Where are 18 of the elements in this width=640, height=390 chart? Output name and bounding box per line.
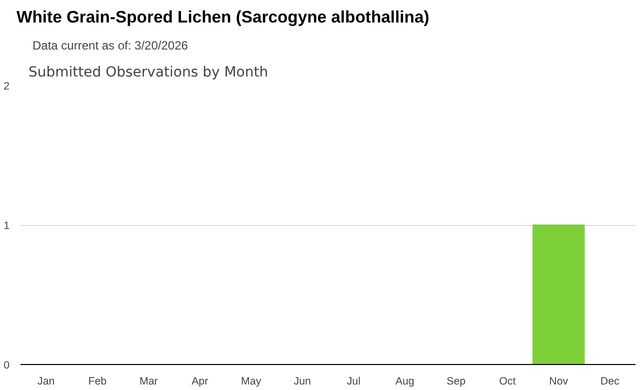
chart-subtitle: Data current as of: 3/20/2026 (32, 38, 188, 52)
x-tick-label: Oct (499, 376, 516, 388)
y-tick-label: 0 (4, 360, 10, 372)
x-tick-label: Feb (88, 376, 107, 388)
y-tick-label: 1 (4, 220, 10, 232)
y-tick-label: 2 (4, 80, 10, 92)
x-tick-label: Dec (600, 376, 620, 388)
x-tick-label: Nov (549, 376, 569, 388)
x-tick-label: Jul (346, 376, 360, 388)
x-tick-label: Apr (192, 376, 209, 388)
chart-title: White Grain-Spored Lichen (Sarcogyne albothallina) (16, 8, 430, 26)
x-tick-label: Sep (446, 376, 466, 388)
text: Submitted Observations by Month (28, 64, 268, 80)
x-tick-label: Aug (395, 376, 414, 388)
x-tick-label: Jan (38, 376, 55, 388)
x-tick-label: Jun (294, 376, 312, 388)
x-tick-label: Mar (139, 376, 158, 388)
x-tick-label: May (241, 376, 262, 388)
